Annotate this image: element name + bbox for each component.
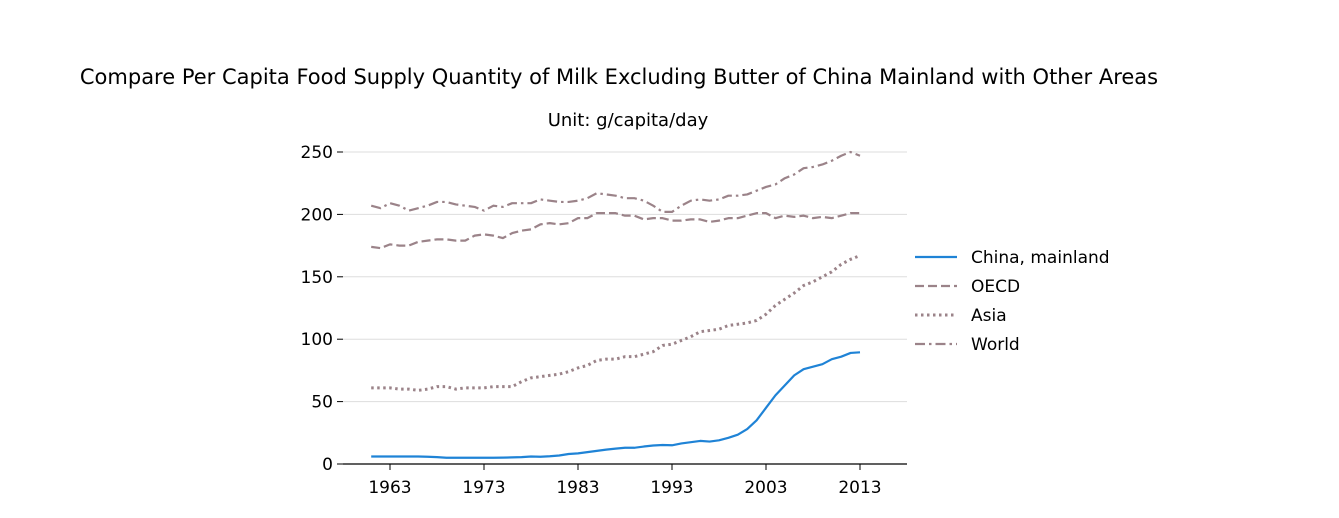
x-tick-label: 2003	[744, 478, 787, 498]
x-tick-label: 2013	[838, 478, 881, 498]
series-line-china-mainland	[371, 352, 860, 457]
legend-label: Asia	[971, 306, 1007, 326]
series-line-world	[371, 152, 860, 212]
legend-label: World	[971, 335, 1020, 355]
legend: China, mainland OECD Asia World	[915, 248, 1110, 355]
chart-title: Compare Per Capita Food Supply Quantity …	[80, 65, 1158, 89]
x-tick-label: 1973	[462, 478, 505, 498]
chart-subtitle: Unit: g/capita/day	[548, 110, 709, 131]
legend-label: China, mainland	[971, 248, 1110, 268]
x-tick-label: 1983	[556, 478, 599, 498]
chart-svg: Compare Per Capita Food Supply Quantity …	[0, 0, 1339, 518]
legend-label: OECD	[971, 277, 1020, 297]
x-tick-label: 1963	[368, 478, 411, 498]
y-tick-label: 200	[301, 205, 333, 225]
y-tick-label: 50	[311, 393, 333, 413]
axes: 0 50 100 150 200 250 1963 1973 1983 1993 2003 2013	[301, 143, 907, 498]
y-tick-label: 0	[322, 455, 333, 475]
y-tick-label: 100	[301, 330, 333, 350]
y-tick-label: 250	[301, 143, 333, 163]
series-lines	[371, 152, 860, 458]
series-line-asia	[371, 256, 860, 391]
x-tick-label: 1993	[650, 478, 693, 498]
series-line-oecd	[371, 213, 860, 248]
y-tick-label: 150	[301, 268, 333, 288]
